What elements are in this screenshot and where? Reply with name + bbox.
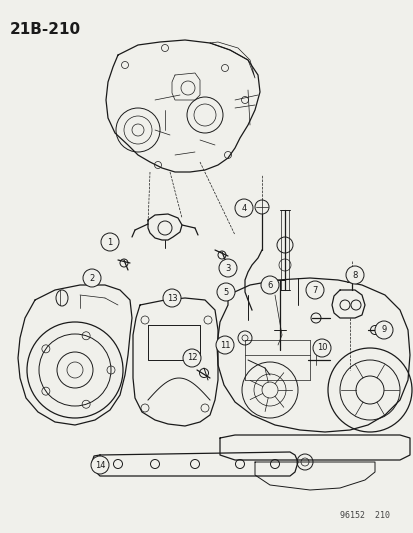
Circle shape — [374, 321, 392, 339]
Text: 4: 4 — [241, 204, 246, 213]
Circle shape — [218, 259, 236, 277]
Text: 5: 5 — [223, 287, 228, 296]
Circle shape — [235, 199, 252, 217]
Text: 14: 14 — [95, 461, 105, 470]
Text: 3: 3 — [225, 263, 230, 272]
Circle shape — [83, 269, 101, 287]
Circle shape — [91, 456, 109, 474]
Text: 7: 7 — [311, 286, 317, 295]
Circle shape — [305, 281, 323, 299]
Text: 13: 13 — [166, 294, 177, 303]
Circle shape — [345, 266, 363, 284]
Text: 10: 10 — [316, 343, 326, 352]
Text: 21B-210: 21B-210 — [10, 22, 81, 37]
Circle shape — [101, 233, 119, 251]
Text: 96152  210: 96152 210 — [339, 511, 389, 520]
Text: 11: 11 — [219, 341, 230, 350]
Circle shape — [260, 276, 278, 294]
Circle shape — [216, 283, 235, 301]
Circle shape — [183, 349, 201, 367]
Text: 6: 6 — [267, 280, 272, 289]
Circle shape — [216, 336, 233, 354]
Text: 1: 1 — [107, 238, 112, 246]
Text: 9: 9 — [380, 326, 386, 335]
Text: 12: 12 — [186, 353, 197, 362]
Circle shape — [163, 289, 180, 307]
Circle shape — [312, 339, 330, 357]
Text: 8: 8 — [351, 271, 357, 279]
Text: 2: 2 — [89, 273, 95, 282]
